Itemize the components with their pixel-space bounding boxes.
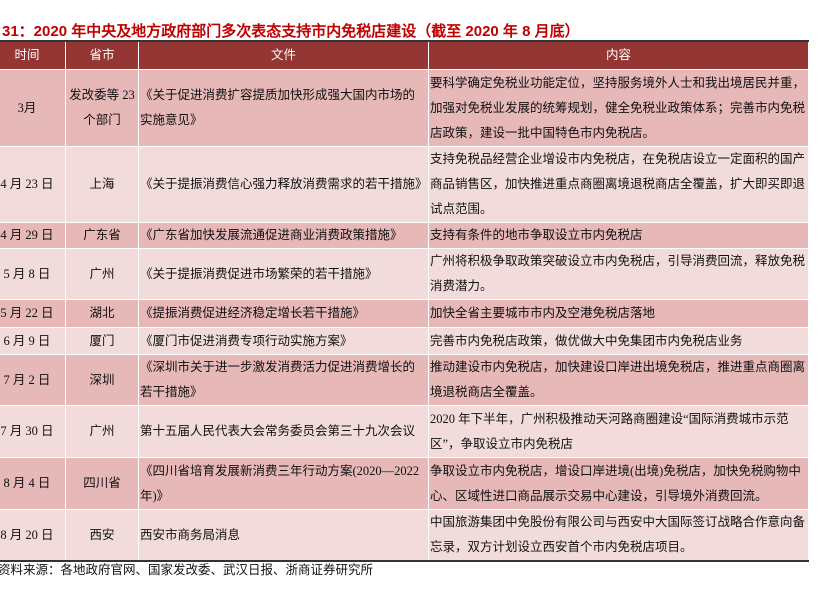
cell-time: 5 月 22 日 bbox=[0, 299, 66, 328]
cell-document: 《关于促进消费扩容提质加快形成强大国内市场的实施意见》 bbox=[138, 69, 429, 147]
cell-region: 湖北 bbox=[65, 299, 139, 328]
table-row: 8 月 20 日西安 西安市商务局消息 中国旅游集团中免股份有限公司与西安中大国际签… bbox=[0, 509, 809, 562]
cell-content: 加快全省主要城市市内及空港免税店落地 bbox=[428, 299, 809, 328]
table-row: 8 月 4 日四川省 《四川省培育发展新消费三年行动方案(2020—2022 年)… bbox=[0, 457, 809, 510]
header-region: 省市 bbox=[65, 40, 139, 70]
cell-time: 5 月 8 日 bbox=[0, 248, 66, 300]
cell-document: 《厦门市促进消费专项行动实施方案》 bbox=[138, 327, 429, 355]
cell-time: 4 月 29 日 bbox=[0, 222, 66, 249]
cell-time: 7 月 2 日 bbox=[0, 354, 66, 406]
cell-content: 支持免税品经营企业增设市内免税店，在免税店设立一定面积的国产商品销售区，加快推进… bbox=[428, 146, 809, 223]
cell-region: 厦门 bbox=[65, 327, 139, 355]
cell-content: 支持有条件的地市争取设立市内免税店 bbox=[428, 222, 809, 249]
table-header: 时间 省市 文件 内容 bbox=[0, 40, 809, 70]
cell-region: 发改委等 23 个部门 bbox=[65, 69, 139, 147]
cell-time: 7 月 30 日 bbox=[0, 405, 66, 458]
cell-time: 3月 bbox=[0, 69, 66, 147]
cell-region: 深圳 bbox=[65, 354, 139, 406]
cell-content: 要科学确定免税业功能定位，坚持服务境外人士和我出境居民并重，加强对免税业发展的统… bbox=[428, 69, 809, 147]
table-title: 31：2020 年中央及地方政府部门多次表态支持市内免税店建设（截至 2020 … bbox=[2, 23, 580, 40]
cell-document: 《关于提振消费促进市场繁荣的若干措施》 bbox=[138, 248, 429, 300]
cell-document: 第十五届人民代表大会常务委员会第三十九次会议 bbox=[138, 405, 429, 458]
cell-time: 8 月 20 日 bbox=[0, 509, 66, 562]
cell-content: 广州将积极争取政策突破设立市内免税店，引导消费回流，释放免税消费潜力。 bbox=[428, 248, 809, 300]
cell-document: 《提振消费促进经济稳定增长若干措施》 bbox=[138, 299, 429, 328]
cell-content: 2020 年下半年，广州积极推动天河路商圈建设“国际消费城市示范区”，争取设立市… bbox=[428, 405, 809, 458]
cell-document: 西安市商务局消息 bbox=[138, 509, 429, 562]
cell-content: 推动建设市内免税店，加快建设口岸进出境免税店，推进重点商圈离境退税商店全覆盖。 bbox=[428, 354, 809, 406]
cell-region: 广州 bbox=[65, 248, 139, 300]
cell-region: 广东省 bbox=[65, 222, 139, 249]
table-row: 4 月 29 日广东省 《广东省加快发展流通促进商业消费政策措施》 支持有条件的地市… bbox=[0, 222, 809, 249]
cell-time: 4 月 23 日 bbox=[0, 146, 66, 223]
table-row: 5 月 8 日广州 《关于提振消费促进市场繁荣的若干措施》 广州将积极争取政策突破设… bbox=[0, 248, 809, 300]
policy-table: 时间 省市 文件 内容 3月 发改委等 23 个部门 《关于促进消费扩容提质加快形成… bbox=[0, 40, 809, 562]
header-document: 文件 bbox=[138, 40, 429, 70]
cell-time: 8 月 4 日 bbox=[0, 457, 66, 510]
cell-region: 上海 bbox=[65, 146, 139, 223]
cell-content: 中国旅游集团中免股份有限公司与西安中大国际签订战略合作意向备忘录，双方计划设立西… bbox=[428, 509, 809, 562]
header-content: 内容 bbox=[428, 40, 809, 70]
header-time: 时间 bbox=[0, 40, 66, 70]
cell-region: 西安 bbox=[65, 509, 139, 562]
cell-region: 四川省 bbox=[65, 457, 139, 510]
cell-document: 《关于提振消费信心强力释放消费需求的若干措施》 bbox=[138, 146, 429, 223]
cell-content: 完善市内免税店政策，做优做大中免集团市内免税店业务 bbox=[428, 327, 809, 355]
cell-content: 争取设立市内免税店，增设口岸进境(出境)免税店，加快免税购物中心、区域性进口商品… bbox=[428, 457, 809, 510]
table-row: 4 月 23 日上海 《关于提振消费信心强力释放消费需求的若干措施》 支持免税品经营… bbox=[0, 146, 809, 223]
cell-time: 6 月 9 日 bbox=[0, 327, 66, 355]
table-row: 6 月 9 日厦门 《厦门市促进消费专项行动实施方案》 完善市内免税店政策，做优做大… bbox=[0, 327, 809, 355]
cell-document: 《四川省培育发展新消费三年行动方案(2020—2022 年)》 bbox=[138, 457, 429, 510]
table-row: 5 月 22 日湖北 《提振消费促进经济稳定增长若干措施》 加快全省主要城市市内及空… bbox=[0, 299, 809, 328]
table-row: 3月 发改委等 23 个部门 《关于促进消费扩容提质加快形成强大国内市场的实施意见》… bbox=[0, 69, 809, 147]
table-row: 7 月 2 日深圳 《深圳市关于进一步激发消费活力促进消费增长的若干措施》 推动建设… bbox=[0, 354, 809, 406]
source-note: 资料来源：各地政府官网、国家发改委、武汉日报、浙商证券研究所 bbox=[0, 563, 374, 577]
cell-region: 广州 bbox=[65, 405, 139, 458]
cell-document: 《深圳市关于进一步激发消费活力促进消费增长的若干措施》 bbox=[138, 354, 429, 406]
cell-document: 《广东省加快发展流通促进商业消费政策措施》 bbox=[138, 222, 429, 249]
table-row: 7 月 30 日广州 第十五届人民代表大会常务委员会第三十九次会议 2020 年下半… bbox=[0, 405, 809, 458]
